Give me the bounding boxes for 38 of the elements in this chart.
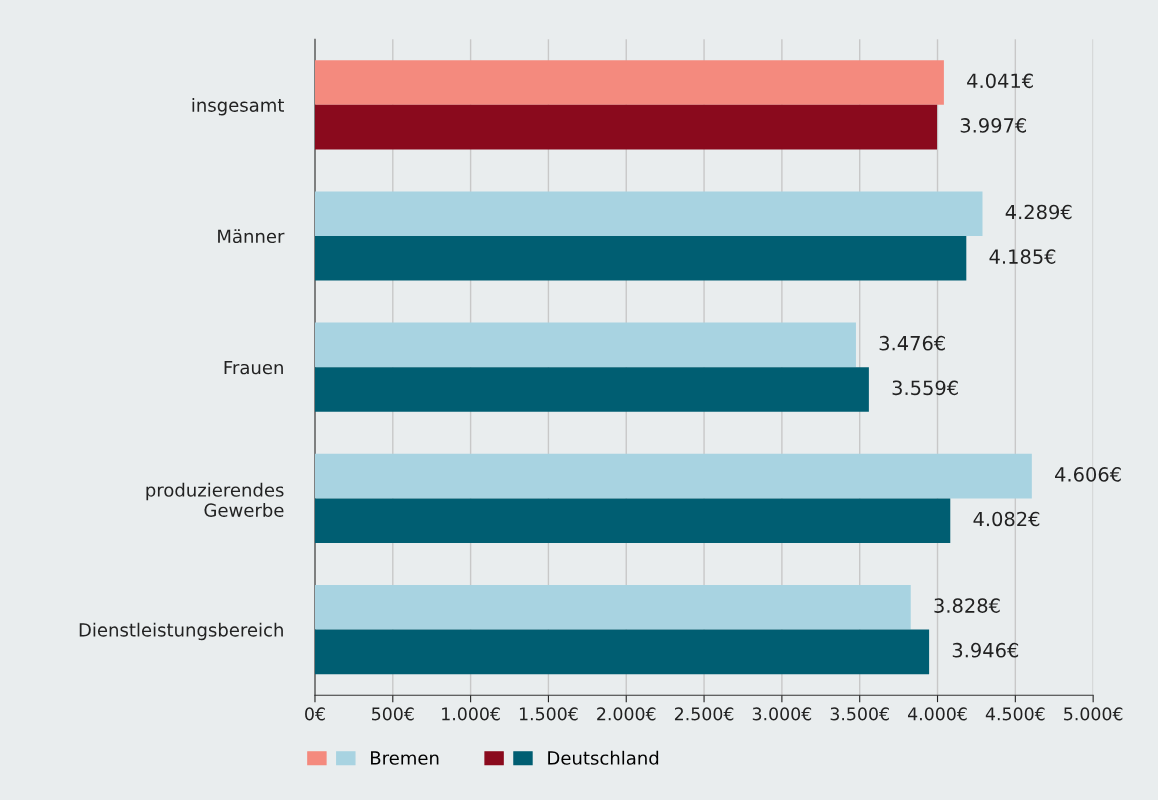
bar [314,584,911,630]
bar [314,367,869,412]
data-label: 3.828€ [934,598,1000,613]
x-tick-label: 2.500€ [674,707,734,721]
data-label: 3.997€ [960,118,1027,133]
y-tick-label: Dienstleistungsbereich [79,622,283,641]
bar [314,104,938,150]
x-tick-label: 1.500€ [519,707,578,721]
y-tick-label: insgesamt [192,97,284,116]
bar [314,629,930,675]
bar [314,60,944,105]
x-tick-label: 3.500€ [830,707,889,721]
x-tick-label: 1.000€ [442,707,500,721]
y-tick-label: produzierendes Gewerbe [146,482,284,517]
x-tick-label: 5.000€ [1064,707,1123,721]
y-tick-label: Männer [218,229,285,244]
bar [314,453,1032,499]
x-tick-label: 0€ [305,707,325,721]
bar [314,498,951,544]
data-label: 4.289€ [1005,204,1072,220]
bar [314,236,967,281]
legend-label: Bremen [371,751,439,765]
x-tick-label: 500€ [372,707,414,721]
data-label: 4.606€ [1055,467,1121,482]
data-label: 4.185€ [989,249,1056,264]
y-tick-label: Frauen [224,360,283,375]
x-tick-label: 2.000€ [597,707,656,721]
bar [314,191,983,236]
data-label: 3.946€ [952,642,1019,658]
x-tick-label: 4.000€ [907,707,967,721]
data-label: 4.082€ [973,511,1040,527]
data-label: 3.559€ [892,380,958,396]
data-label: 3.476€ [879,335,945,351]
x-tick-label: 3.000€ [752,707,812,721]
legend-label: Deutschland [548,750,659,765]
x-tick-label: 4.500€ [985,707,1045,721]
data-label: 4.041€ [967,73,1033,89]
bar [314,322,856,368]
